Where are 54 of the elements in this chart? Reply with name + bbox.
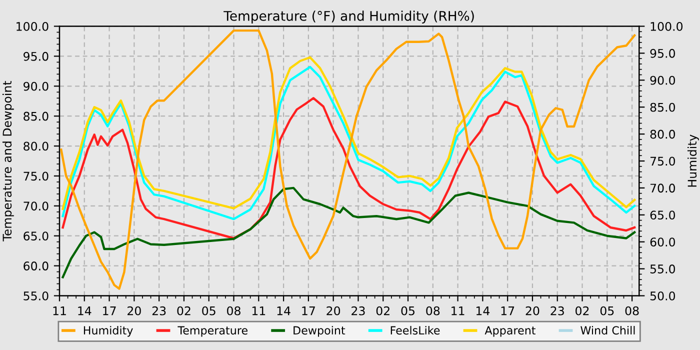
x-tick-label: 05 <box>600 306 614 316</box>
x-tick-label: 23 <box>352 306 365 316</box>
x-tick-label: 14 <box>277 306 290 316</box>
legend-label: Apparent <box>484 326 536 337</box>
x-tick-label: 11 <box>252 306 266 316</box>
x-tick-label: 17 <box>103 306 116 316</box>
y2-axis-title: Humidity <box>687 134 699 187</box>
x-tick-label: 08 <box>227 306 240 316</box>
x-tick-label: 02 <box>576 306 589 316</box>
y-tick-label: 100.0 <box>16 22 48 31</box>
x-tick-label: 08 <box>625 306 639 316</box>
x-tick-label: 20 <box>326 306 340 316</box>
x-tick-label: 11 <box>452 306 464 316</box>
y-tick-label: 80.0 <box>24 142 48 151</box>
x-tick-label: 17 <box>302 306 315 316</box>
y-tick-label: 60.0 <box>24 262 48 270</box>
x-tick-label: 23 <box>152 306 166 316</box>
x-tick-label: 20 <box>526 306 540 316</box>
y-axis-title: Temperature and Dewpoint <box>2 80 14 242</box>
y2-tick-label: 60.0 <box>650 238 676 247</box>
x-tick-label: 05 <box>202 306 216 316</box>
x-tick-label: 23 <box>550 306 564 316</box>
y2-tick-label: 50.0 <box>650 291 676 300</box>
y2-tick-label: 95.0 <box>650 48 676 58</box>
y2-tick-label: 75.0 <box>650 156 676 166</box>
x-tick-label: 02 <box>177 306 190 316</box>
y-tick-label: 55.0 <box>24 291 48 300</box>
x-tick-label: 08 <box>426 306 440 316</box>
x-tick-label: 14 <box>78 306 92 316</box>
chart-title: Temperature (°F) and Humidity (RH%) <box>224 10 474 24</box>
y2-tick-label: 65.0 <box>650 210 676 220</box>
y-tick-label: 65.0 <box>24 232 48 241</box>
legend-label: Humidity <box>84 326 133 337</box>
y-tick-label: 85.0 <box>24 112 48 121</box>
y2-tick-label: 100.0 <box>650 22 683 31</box>
y2-tick-label: 80.0 <box>650 130 676 139</box>
x-tick-label: 11 <box>53 306 66 316</box>
y2-tick-label: 55.0 <box>650 264 676 274</box>
legend-label: Dewpoint <box>294 326 346 337</box>
x-tick-label: 05 <box>401 306 414 316</box>
y-tick-label: 95.0 <box>24 52 48 61</box>
legend-label: FeelsLike <box>390 326 440 335</box>
x-tick-label: 02 <box>376 306 390 316</box>
x-tick-label: 14 <box>476 306 490 316</box>
y-tick-label: 75.0 <box>24 172 48 181</box>
y2-tick-label: 90.0 <box>650 76 676 85</box>
x-tick-label: 17 <box>501 306 514 316</box>
y2-tick-label: 85.0 <box>650 102 676 112</box>
legend-label: Temperature <box>178 326 248 337</box>
x-tick-label: 20 <box>128 306 141 316</box>
y-tick-label: 90.0 <box>24 82 48 91</box>
legend-label: Wind Chill <box>580 326 635 335</box>
y2-tick-label: 70.0 <box>650 184 676 193</box>
y-tick-label: 70.0 <box>24 202 48 211</box>
